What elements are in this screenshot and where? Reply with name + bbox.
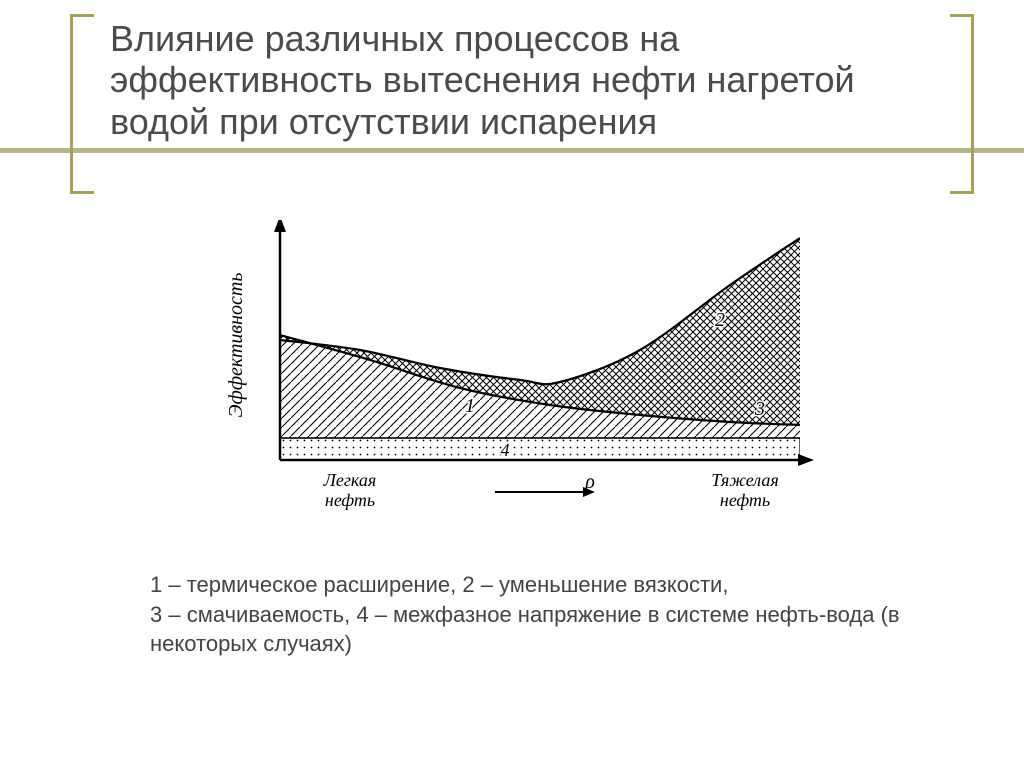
header-rule (0, 148, 1024, 153)
title-bracket-right (950, 14, 974, 194)
title-bracket-left (70, 14, 94, 194)
svg-text:3: 3 (754, 398, 765, 420)
svg-text:нефть: нефть (720, 490, 770, 510)
caption-line-1: 1 – термическое расширение, 2 – уменьшен… (150, 570, 910, 600)
slide-title: Влияние различных процессов на эффективн… (110, 18, 910, 142)
svg-text:Тяжелая: Тяжелая (711, 470, 778, 490)
svg-text:нефть: нефть (325, 490, 375, 510)
svg-text:Эффективность: Эффективность (225, 273, 247, 418)
svg-text:Легкая: Легкая (323, 470, 377, 490)
chart-legend-caption: 1 – термическое расширение, 2 – уменьшен… (150, 570, 910, 659)
caption-line-2: 3 – смачиваемость, 4 – межфазное напряже… (150, 600, 910, 659)
svg-text:2: 2 (715, 309, 725, 331)
svg-text:4: 4 (501, 440, 510, 460)
efficiency-chart: ЭффективностьЛегкаянефтьТяжелаянефтьρ123… (210, 220, 830, 540)
svg-text:1: 1 (465, 395, 475, 417)
